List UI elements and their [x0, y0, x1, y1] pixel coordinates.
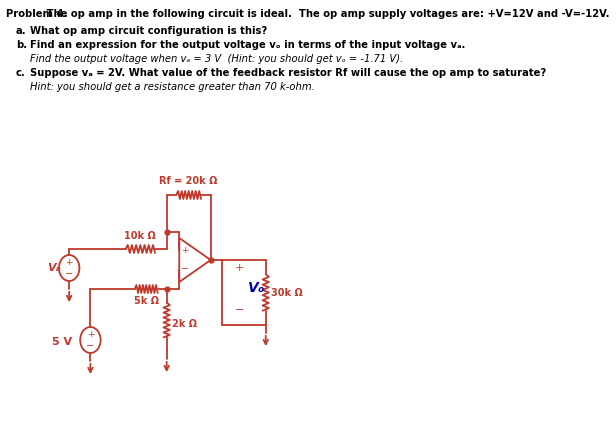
- Text: 10k Ω: 10k Ω: [124, 231, 156, 241]
- Text: −: −: [65, 269, 73, 279]
- Text: 5 V: 5 V: [52, 337, 72, 347]
- Text: Hint: you should get a resistance greater than 70 k-ohm.: Hint: you should get a resistance greate…: [30, 82, 315, 92]
- Text: −: −: [180, 264, 189, 274]
- Text: a.: a.: [16, 26, 26, 36]
- Text: −: −: [235, 305, 245, 315]
- Text: +: +: [181, 246, 188, 255]
- Text: 30k Ω: 30k Ω: [271, 287, 303, 298]
- Text: Find the output voltage when vₐ = 3 V  (Hint: you should get vₒ = -1.71 V).: Find the output voltage when vₐ = 3 V (H…: [30, 54, 403, 64]
- Text: 2k Ω: 2k Ω: [172, 319, 197, 329]
- Text: Find an expression for the output voltage vₒ in terms of the input voltage vₐ.: Find an expression for the output voltag…: [30, 40, 465, 50]
- Text: 5k Ω: 5k Ω: [134, 296, 159, 306]
- Text: +: +: [235, 263, 245, 273]
- Text: Rf = 20k Ω: Rf = 20k Ω: [160, 176, 218, 186]
- Text: −: −: [86, 341, 94, 351]
- Text: Vₒ: Vₒ: [248, 281, 265, 295]
- Text: Vₐ: Vₐ: [47, 263, 61, 273]
- Text: b.: b.: [16, 40, 27, 50]
- Text: c.: c.: [16, 68, 25, 78]
- Text: The op amp in the following circuit is ideal.  The op amp supply voltages are: +: The op amp in the following circuit is i…: [43, 9, 610, 19]
- Text: +: +: [65, 258, 73, 267]
- Text: Problem 4.: Problem 4.: [6, 9, 68, 19]
- Text: Suppose vₐ = 2V. What value of the feedback resistor Rf will cause the op amp to: Suppose vₐ = 2V. What value of the feedb…: [30, 68, 546, 78]
- Text: +: +: [87, 330, 94, 339]
- Text: What op amp circuit configuration is this?: What op amp circuit configuration is thi…: [30, 26, 267, 36]
